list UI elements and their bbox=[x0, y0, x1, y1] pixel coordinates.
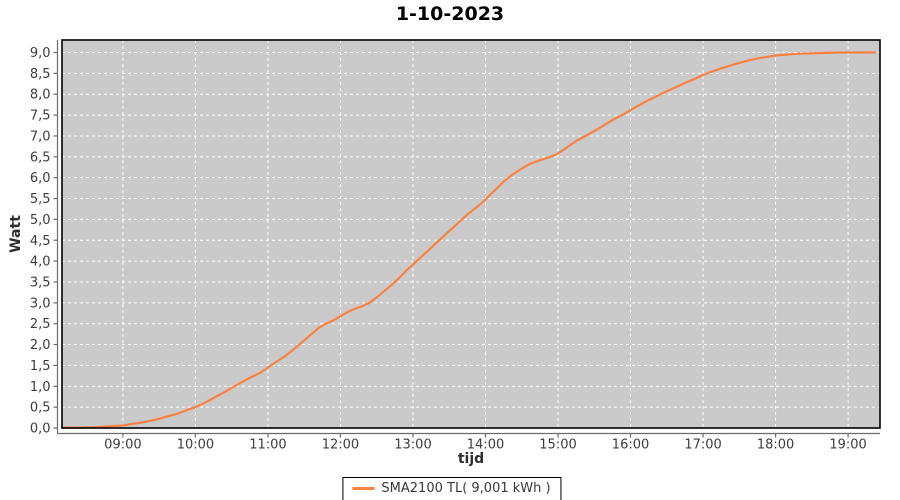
x-tick-label: 14:00 bbox=[467, 438, 504, 453]
plot-area bbox=[62, 40, 880, 428]
y-tick-label: 4,0 bbox=[30, 255, 51, 270]
series-line-sma2100 bbox=[60, 51, 877, 429]
x-tick-label: 10:00 bbox=[177, 438, 214, 453]
y-axis-title: Watt bbox=[8, 215, 24, 253]
x-tick-label: 13:00 bbox=[394, 438, 431, 453]
y-tick-label: 2,5 bbox=[30, 317, 51, 332]
x-tick-label: 17:00 bbox=[684, 438, 721, 453]
x-axis-title: tijd bbox=[457, 451, 485, 467]
legend: SMA2100 TL( 9,001 kWh ) bbox=[342, 477, 562, 500]
y-tick-label: 3,0 bbox=[30, 296, 51, 311]
y-tick-label: 6,5 bbox=[30, 150, 51, 165]
y-tick-label: 9,0 bbox=[30, 46, 51, 61]
x-tick-label: 11:00 bbox=[249, 438, 286, 453]
x-tick-label: 09:00 bbox=[104, 438, 141, 453]
y-tick-label: 7,5 bbox=[30, 109, 51, 124]
x-tick-label: 18:00 bbox=[757, 438, 794, 453]
y-tick-label: 4,5 bbox=[30, 234, 51, 249]
y-tick-label: 1,5 bbox=[30, 359, 51, 374]
x-tick-label: 19:00 bbox=[829, 438, 866, 453]
y-tick-label: 0,5 bbox=[30, 401, 51, 416]
x-tick-label: 12:00 bbox=[322, 438, 359, 453]
y-tick-label: 5,0 bbox=[30, 213, 51, 228]
y-tick-label: 6,0 bbox=[30, 171, 51, 186]
y-tick-label: 1,0 bbox=[30, 380, 51, 395]
plot-border bbox=[61, 39, 881, 429]
y-tick-label: 5,5 bbox=[30, 192, 51, 207]
y-tick-label: 7,0 bbox=[30, 129, 51, 144]
y-tick-label: 3,5 bbox=[30, 275, 51, 290]
chart-title: 1-10-2023 bbox=[395, 3, 505, 25]
legend-series-label: SMA2100 TL( 9,001 kWh ) bbox=[381, 481, 551, 496]
y-tick-label: 8,0 bbox=[30, 88, 51, 103]
x-tick-label: 16:00 bbox=[612, 438, 649, 453]
y-tick-label: 8,5 bbox=[30, 67, 51, 82]
x-tick-label: 15:00 bbox=[539, 438, 576, 453]
y-tick-label: 0,0 bbox=[30, 422, 51, 437]
legend-line-swatch bbox=[352, 487, 375, 490]
y-tick-label: 2,0 bbox=[30, 338, 51, 353]
